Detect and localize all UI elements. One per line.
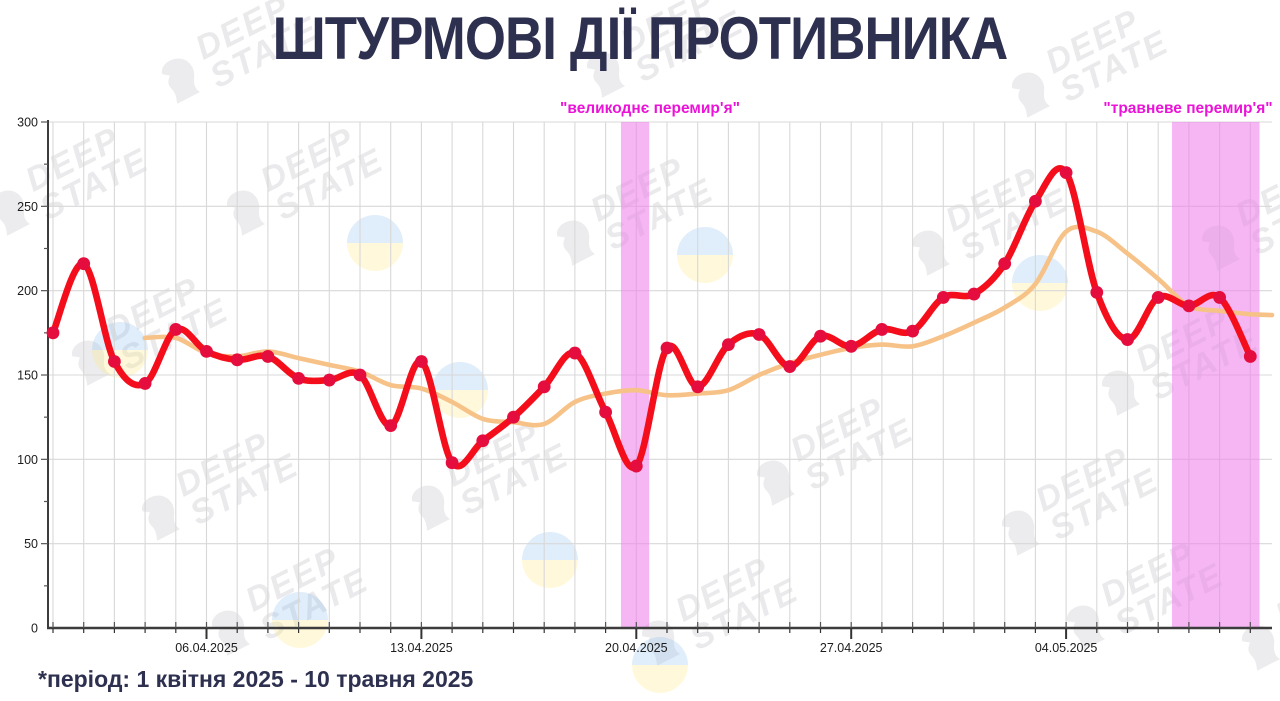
deepstate-ghost-logo-icon: [1012, 72, 1051, 118]
svg-text:04.05.2025: 04.05.2025: [1035, 641, 1098, 655]
truce-band-easter: [620, 122, 650, 628]
deepstate-ghost-logo-icon: [587, 52, 626, 98]
svg-text:06.04.2025: 06.04.2025: [175, 641, 238, 655]
annotation-easter-truce: "великоднє перемир'я": [560, 100, 740, 117]
truce-band-may: [1172, 122, 1260, 628]
svg-text:300: 300: [17, 116, 38, 130]
deepstate-ghost-logo-icon: [1102, 370, 1141, 416]
deepstate-ghost-logo-icon: [912, 230, 951, 276]
daily-assaults-points: [46, 166, 1257, 473]
gridlines: [48, 121, 1272, 628]
svg-text:250: 250: [17, 200, 38, 214]
moving-average-line: [142, 224, 1275, 428]
deepstate-ghost-logo-icon: [212, 610, 251, 656]
axis-ticks: [41, 121, 1251, 639]
deepstate-ghost-logo-icon: [142, 495, 181, 541]
daily-assaults-line: [49, 165, 1254, 471]
deepstate-ghost-logo-icon: [642, 620, 681, 666]
deepstate-ghost-logo-icon: [0, 190, 31, 236]
deepstate-ghost-logo-icon: [1002, 510, 1041, 556]
y-axis-labels: 0 50 100 150 200 250 300: [17, 116, 38, 636]
deepstate-ghost-logo-icon: [162, 58, 201, 104]
svg-text:0: 0: [31, 622, 38, 636]
svg-text:200: 200: [17, 284, 38, 298]
svg-text:100: 100: [17, 453, 38, 467]
page-title: ШТУРМОВІ ДІЇ ПРОТИВНИКА: [272, 5, 1009, 72]
svg-text:50: 50: [24, 537, 38, 551]
svg-text:13.04.2025: 13.04.2025: [390, 641, 453, 655]
deepstate-ghost-logo-icon: [227, 190, 266, 236]
deepstate-ghost-logo-icon: [757, 460, 796, 506]
deepstate-ghost-logo-icon: [557, 220, 596, 266]
annotation-may-truce: "травневе перемир'я": [1103, 100, 1273, 117]
deepstate-ghost-logo-icon: [1242, 625, 1280, 671]
period-note: *період: 1 квітня 2025 - 10 травня 2025: [38, 666, 474, 692]
svg-text:150: 150: [17, 369, 38, 383]
svg-text:27.04.2025: 27.04.2025: [820, 641, 883, 655]
x-axis-labels: 06.04.2025 13.04.2025 20.04.2025 27.04.2025…: [175, 641, 1097, 655]
svg-text:20.04.2025: 20.04.2025: [605, 641, 668, 655]
